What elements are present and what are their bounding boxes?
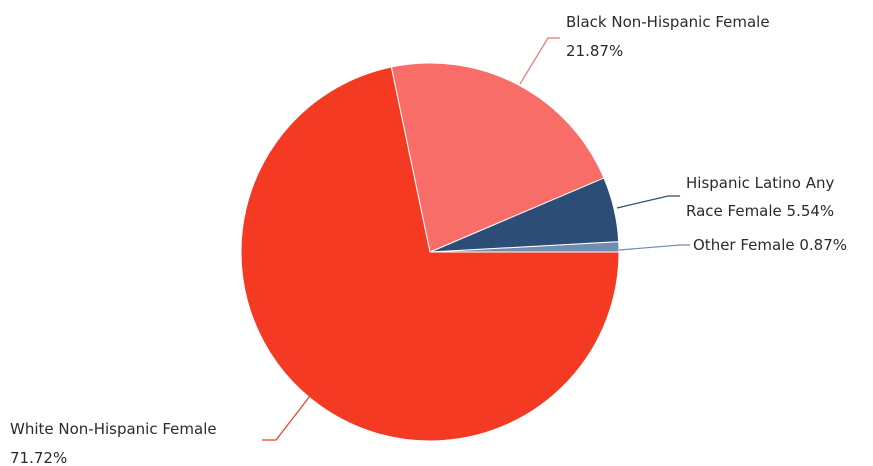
- connector-black: [519, 37, 560, 85]
- label-white-pct: 71.72%: [10, 449, 67, 466]
- label-hispanic-name: Hispanic Latino Any: [686, 174, 834, 192]
- connector-other: [618, 244, 690, 251]
- label-white-name: White Non-Hispanic Female: [10, 420, 217, 438]
- pie-slice-white-non-hispanic-female[interactable]: [240, 66, 620, 442]
- pie-slice-black-non-hispanic-female[interactable]: [390, 62, 605, 253]
- label-black-pct: 21.87%: [566, 42, 623, 60]
- label-connectors: [262, 37, 690, 441]
- connector-hispanic: [616, 195, 680, 209]
- slice-labels: Black Non-Hispanic Female 21.87% Hispani…: [10, 13, 847, 466]
- label-hispanic-pct: Race Female 5.54%: [686, 202, 834, 220]
- connector-white: [262, 395, 311, 441]
- label-black-name: Black Non-Hispanic Female: [566, 13, 770, 31]
- pie-slices: [240, 62, 620, 442]
- label-other: Other Female 0.87%: [693, 236, 847, 254]
